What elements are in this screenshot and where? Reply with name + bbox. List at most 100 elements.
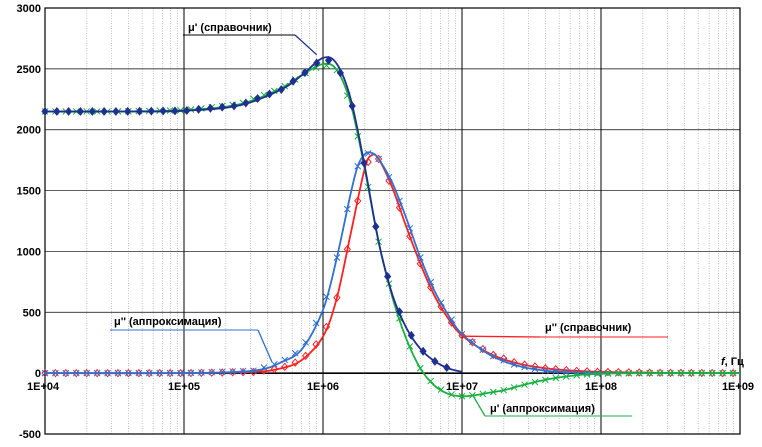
data-point xyxy=(343,245,351,254)
series-mu-prime-ref xyxy=(41,55,463,373)
data-point xyxy=(83,369,91,377)
x-axis-label: f, Гц xyxy=(721,356,744,368)
data-point xyxy=(103,368,112,378)
data-point xyxy=(448,391,455,398)
data-point xyxy=(218,368,226,376)
data-point xyxy=(281,356,289,364)
y-tick-label: 1500 xyxy=(17,186,41,198)
data-point xyxy=(124,106,132,116)
data-point xyxy=(289,76,297,86)
axes xyxy=(44,7,741,435)
x-axis-label-unit: , Гц xyxy=(725,356,744,368)
data-point xyxy=(521,381,528,389)
data-point xyxy=(104,369,111,377)
data-point xyxy=(230,101,238,111)
data-point xyxy=(51,368,60,378)
data-point xyxy=(260,364,268,371)
annotation-text: μ'' (справочник) xyxy=(545,322,632,334)
x-tick-label: 1E+05 xyxy=(168,381,200,393)
data-point xyxy=(656,369,664,377)
data-point xyxy=(125,369,132,377)
data-point xyxy=(218,102,226,112)
data-point xyxy=(135,106,144,116)
data-point xyxy=(406,343,414,350)
data-point xyxy=(510,361,518,368)
x-tick-label: 1E+06 xyxy=(307,381,339,393)
data-point xyxy=(646,369,654,377)
x-tick-label: 1E+04 xyxy=(27,381,60,393)
data-point xyxy=(348,101,356,111)
data-point xyxy=(242,98,250,108)
data-point xyxy=(667,369,674,377)
data-point xyxy=(573,371,581,379)
annotation-text: μ' (справочник) xyxy=(188,22,272,34)
data-point xyxy=(333,293,341,302)
data-point xyxy=(542,367,549,375)
data-point xyxy=(177,369,184,377)
data-point xyxy=(218,368,226,377)
data-point xyxy=(562,365,570,375)
annotation-text: μ' (аппроксимация) xyxy=(490,403,595,415)
annotations: μ' (справочник) μ'' (аппроксимация) μ'' … xyxy=(110,22,668,417)
data-point xyxy=(291,358,299,367)
data-point xyxy=(333,254,341,261)
data-point xyxy=(416,254,424,261)
data-point xyxy=(395,307,404,317)
data-point xyxy=(719,369,726,377)
data-point xyxy=(552,364,560,374)
data-point xyxy=(604,370,612,378)
data-point xyxy=(324,55,333,65)
data-point xyxy=(62,368,70,378)
data-point xyxy=(302,338,309,346)
data-point xyxy=(708,368,716,378)
data-point xyxy=(479,390,487,398)
y-tick-label: 500 xyxy=(23,307,41,319)
data-point xyxy=(594,370,601,378)
data-point xyxy=(448,316,455,323)
data-point xyxy=(208,368,216,376)
y-tick-label: 1000 xyxy=(17,246,41,258)
data-point xyxy=(521,363,528,371)
data-point xyxy=(197,368,206,378)
data-point xyxy=(254,94,262,103)
data-point xyxy=(531,365,539,373)
data-point xyxy=(374,154,383,164)
data-point xyxy=(427,377,435,385)
data-point xyxy=(583,371,591,378)
data-point xyxy=(552,374,560,382)
data-point xyxy=(156,369,164,377)
data-point xyxy=(239,367,247,375)
data-point xyxy=(542,376,549,384)
data-point xyxy=(229,368,237,375)
data-point xyxy=(53,106,61,116)
data-point xyxy=(437,386,445,393)
data-point xyxy=(541,364,550,373)
data-point xyxy=(198,369,205,376)
data-point xyxy=(135,368,143,378)
data-point xyxy=(41,106,49,116)
data-point xyxy=(364,150,372,157)
data-point xyxy=(500,357,508,364)
data-point xyxy=(427,278,435,286)
annotation-mu-dprime-ref: μ'' (справочник) xyxy=(461,322,668,338)
data-point xyxy=(635,369,643,377)
data-point xyxy=(72,369,80,377)
data-point xyxy=(729,369,737,377)
data-point xyxy=(114,368,122,378)
data-point xyxy=(195,104,203,114)
data-point xyxy=(489,352,497,360)
data-point xyxy=(313,58,321,68)
data-point xyxy=(93,368,101,378)
data-point xyxy=(159,106,167,116)
data-point xyxy=(171,106,179,116)
minor-grid xyxy=(86,8,734,434)
data-point xyxy=(458,331,466,340)
data-point xyxy=(88,106,96,116)
tick-labels: -500 0 500 1000 1500 2000 2500 3000 1E+04 1E+05 1E… xyxy=(17,3,755,441)
data-point xyxy=(416,364,424,372)
data-point xyxy=(147,106,155,116)
y-tick-label: 2500 xyxy=(17,64,41,76)
data-point xyxy=(41,368,49,378)
data-point xyxy=(265,89,274,99)
data-point xyxy=(406,224,414,232)
